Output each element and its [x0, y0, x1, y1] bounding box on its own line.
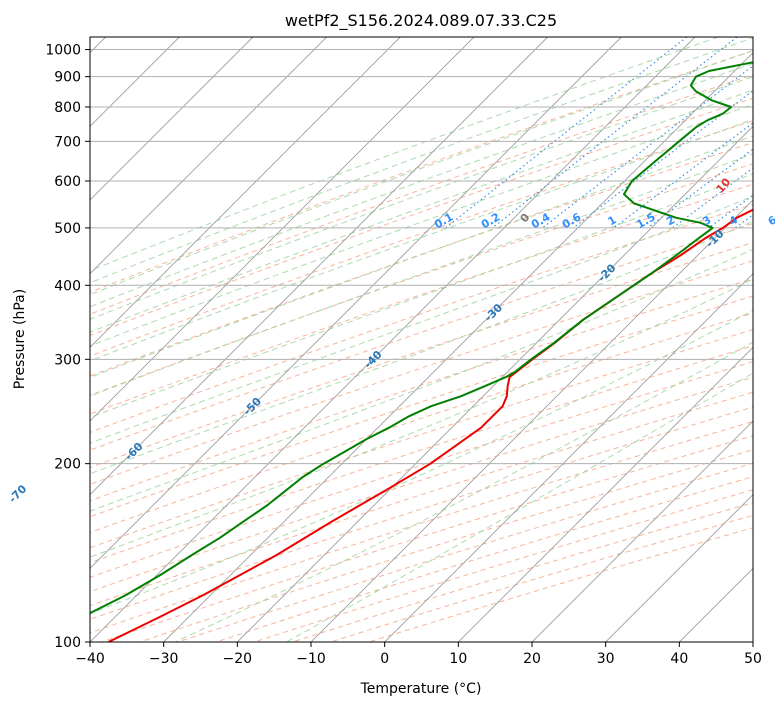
- isotherm-line: [752, 641, 753, 642]
- y-tick-label: 700: [54, 134, 81, 150]
- mixing-ratio-line: [445, 37, 688, 229]
- x-tick-label: 50: [744, 651, 762, 667]
- y-tick-label: 600: [54, 174, 81, 190]
- dry-adiabat: [90, 97, 753, 337]
- isotherm-line: [310, 199, 753, 642]
- dry-adiabat: [90, 345, 753, 564]
- moist-adiabat: [90, 63, 753, 308]
- moist-adiabat: [90, 89, 753, 333]
- x-tick-label: −10: [296, 651, 326, 667]
- isotherm-line: [531, 420, 753, 642]
- moist-adiabat: [90, 50, 753, 296]
- dry-adiabat: [90, 203, 753, 433]
- y-tick-label: 200: [54, 457, 81, 473]
- mixing-ratio-label: 6: [766, 213, 775, 228]
- x-tick-label: −40: [75, 651, 105, 667]
- dry-adiabat: [90, 50, 753, 293]
- plot-area: [90, 37, 753, 642]
- isotherm-label: -70: [6, 482, 29, 505]
- y-tick-label: 1000: [45, 43, 81, 59]
- y-tick-label: 500: [54, 221, 81, 237]
- y-axis-label: Pressure (hPa): [12, 289, 28, 389]
- x-tick-label: 20: [523, 651, 541, 667]
- y-tick-label: 800: [54, 100, 81, 116]
- isotherm-line: [384, 273, 753, 642]
- isotherm-line: [90, 37, 327, 275]
- isotherm-line: [237, 125, 753, 642]
- x-tick-label: −30: [149, 651, 179, 667]
- dewpoint-line: [90, 61, 753, 615]
- isotherm-line: [90, 37, 548, 496]
- moist-adiabat: [90, 153, 753, 397]
- dry-adiabat: [90, 376, 753, 593]
- x-tick-label: 0: [380, 651, 389, 667]
- isotherm-line: [605, 494, 753, 642]
- dry-adiabat: [90, 241, 753, 469]
- temperature-line: [107, 208, 753, 642]
- dry-adiabat: [90, 295, 753, 518]
- dry-adiabat: [90, 142, 753, 377]
- y-tick-label: 300: [54, 352, 81, 368]
- grid-lines: [90, 37, 753, 642]
- isotherm-line: [458, 346, 753, 642]
- x-tick-label: 30: [597, 651, 615, 667]
- y-tick-label: 900: [54, 70, 81, 86]
- isotherm-line: [90, 37, 401, 348]
- moist-adiabat: [90, 195, 753, 444]
- chart-title: wetPf2_S156.2024.089.07.33.C25: [285, 11, 557, 31]
- mixing-ratio-line: [672, 167, 753, 229]
- isotherm-line: [163, 52, 753, 642]
- x-tick-label: 40: [670, 651, 688, 667]
- y-tick-label: 400: [54, 278, 81, 294]
- moist-adiabat: [90, 278, 753, 558]
- dry-adiabat: [90, 74, 753, 315]
- mixing-ratio-line: [647, 148, 753, 229]
- dry-adiabat: [90, 329, 753, 549]
- plot-background: [90, 37, 753, 642]
- moist-adiabat: [90, 76, 753, 320]
- moist-adiabat: [90, 37, 719, 272]
- x-axis-label: Temperature (°C): [360, 681, 482, 697]
- x-tick-label: −20: [223, 651, 253, 667]
- dry-adiabat: [90, 163, 753, 396]
- y-tick-label: 100: [54, 635, 81, 651]
- isotherm-line: [90, 37, 475, 422]
- dry-adiabat: [90, 183, 753, 415]
- mixing-ratio-line: [492, 37, 738, 229]
- axes: −40 −30 −20 −10 0 10 20 30 40 50 1000 900 800 700 600 5…: [45, 36, 762, 667]
- moist-adiabat: [90, 118, 753, 362]
- isotherm-line: [90, 37, 254, 201]
- sounding-traces: [90, 61, 753, 642]
- x-tick-label: 10: [449, 651, 467, 667]
- dry-adiabat: [90, 391, 753, 607]
- isotherm-line: [90, 37, 622, 569]
- axes-frame: [89, 36, 754, 643]
- moist-adiabat: [90, 173, 753, 419]
- isotherm-line: [90, 37, 696, 642]
